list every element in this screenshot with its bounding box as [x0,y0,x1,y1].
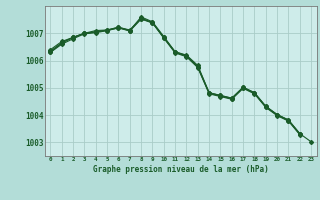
X-axis label: Graphe pression niveau de la mer (hPa): Graphe pression niveau de la mer (hPa) [93,165,269,174]
